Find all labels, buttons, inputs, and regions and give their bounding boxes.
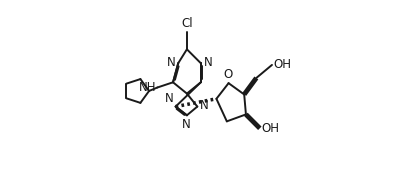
Text: N: N	[182, 118, 191, 131]
Text: NH: NH	[138, 81, 156, 94]
Text: O: O	[223, 68, 232, 80]
Text: OH: OH	[261, 122, 279, 135]
Text: N: N	[200, 99, 208, 112]
Text: N: N	[204, 56, 212, 69]
Text: N: N	[167, 56, 176, 69]
Text: Cl: Cl	[181, 17, 193, 30]
Text: N: N	[165, 92, 174, 105]
Text: OH: OH	[273, 58, 291, 71]
